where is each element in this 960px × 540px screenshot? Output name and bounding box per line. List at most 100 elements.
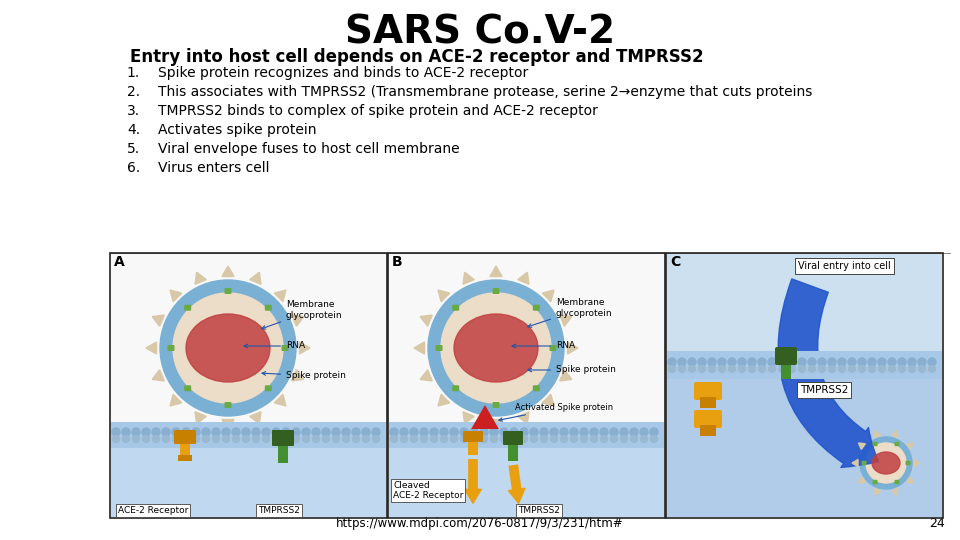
Circle shape: [173, 435, 180, 442]
FancyBboxPatch shape: [503, 431, 523, 445]
FancyBboxPatch shape: [436, 345, 443, 351]
Text: RNA: RNA: [512, 341, 575, 350]
Circle shape: [620, 428, 628, 436]
FancyBboxPatch shape: [174, 430, 196, 444]
Circle shape: [152, 428, 160, 436]
Circle shape: [313, 435, 320, 442]
Circle shape: [243, 435, 250, 442]
Ellipse shape: [872, 452, 900, 474]
Circle shape: [391, 435, 397, 442]
Bar: [667, 378, 942, 517]
Circle shape: [718, 366, 726, 373]
Circle shape: [460, 428, 468, 436]
Circle shape: [828, 358, 836, 366]
FancyBboxPatch shape: [281, 345, 289, 351]
FancyBboxPatch shape: [694, 410, 722, 428]
Circle shape: [273, 435, 279, 442]
Circle shape: [869, 366, 876, 373]
Circle shape: [390, 428, 398, 436]
Circle shape: [866, 443, 906, 483]
Text: SARS Co.V-2: SARS Co.V-2: [345, 13, 615, 51]
Circle shape: [450, 428, 458, 436]
Circle shape: [818, 358, 826, 366]
FancyBboxPatch shape: [533, 386, 540, 392]
FancyBboxPatch shape: [873, 442, 877, 446]
Circle shape: [282, 428, 290, 436]
Circle shape: [470, 435, 477, 442]
Bar: [111, 254, 386, 517]
Circle shape: [142, 435, 150, 442]
FancyBboxPatch shape: [781, 361, 791, 379]
Circle shape: [332, 428, 340, 436]
Circle shape: [919, 366, 925, 373]
Circle shape: [668, 366, 676, 373]
Circle shape: [262, 428, 270, 436]
Circle shape: [252, 428, 260, 436]
FancyArrowPatch shape: [509, 465, 525, 503]
FancyBboxPatch shape: [225, 402, 231, 408]
Circle shape: [510, 428, 518, 436]
Circle shape: [601, 435, 608, 442]
FancyBboxPatch shape: [167, 345, 175, 351]
Text: ACE-2 Receptor: ACE-2 Receptor: [118, 506, 188, 515]
Circle shape: [738, 358, 746, 366]
FancyBboxPatch shape: [225, 288, 231, 294]
Circle shape: [928, 366, 935, 373]
Circle shape: [878, 366, 885, 373]
Circle shape: [162, 428, 170, 436]
Circle shape: [668, 358, 676, 366]
Circle shape: [769, 366, 776, 373]
Circle shape: [112, 435, 119, 442]
Bar: [388, 253, 665, 518]
Circle shape: [322, 428, 330, 436]
Circle shape: [212, 428, 220, 436]
Circle shape: [352, 435, 359, 442]
Circle shape: [928, 358, 936, 366]
Circle shape: [182, 428, 190, 436]
FancyBboxPatch shape: [452, 386, 459, 392]
Circle shape: [142, 428, 150, 436]
Circle shape: [363, 435, 370, 442]
Bar: [666, 253, 943, 518]
Circle shape: [561, 435, 567, 442]
Circle shape: [430, 435, 438, 442]
Text: 6.: 6.: [127, 161, 140, 175]
Circle shape: [222, 428, 230, 436]
Text: 5.: 5.: [127, 142, 140, 156]
Circle shape: [302, 428, 310, 436]
Circle shape: [282, 435, 290, 442]
Bar: [667, 351, 942, 379]
Text: TMPRSS2: TMPRSS2: [800, 385, 849, 395]
Circle shape: [132, 435, 139, 442]
Circle shape: [440, 428, 448, 436]
Circle shape: [738, 366, 746, 373]
Circle shape: [698, 358, 706, 366]
Circle shape: [193, 435, 200, 442]
Circle shape: [212, 435, 220, 442]
Circle shape: [123, 435, 130, 442]
Circle shape: [272, 428, 280, 436]
Circle shape: [699, 366, 706, 373]
Circle shape: [262, 435, 270, 442]
Circle shape: [400, 435, 407, 442]
FancyBboxPatch shape: [700, 425, 716, 436]
Circle shape: [192, 428, 200, 436]
Circle shape: [630, 428, 638, 436]
Circle shape: [500, 428, 508, 436]
Circle shape: [580, 428, 588, 436]
Text: TMPRSS2 binds to complex of spike protein and ACE-2 receptor: TMPRSS2 binds to complex of spike protei…: [158, 104, 598, 118]
Circle shape: [899, 366, 905, 373]
FancyBboxPatch shape: [533, 305, 540, 310]
Text: Virus enters cell: Virus enters cell: [158, 161, 270, 175]
Circle shape: [838, 366, 846, 373]
Circle shape: [293, 435, 300, 442]
Bar: [111, 447, 386, 517]
Circle shape: [132, 428, 140, 436]
Circle shape: [162, 435, 170, 442]
Text: RNA: RNA: [244, 341, 305, 350]
Circle shape: [799, 366, 805, 373]
Circle shape: [808, 366, 815, 373]
Text: TMPRSS2: TMPRSS2: [258, 506, 300, 515]
FancyBboxPatch shape: [492, 402, 499, 408]
Text: C: C: [670, 255, 681, 269]
